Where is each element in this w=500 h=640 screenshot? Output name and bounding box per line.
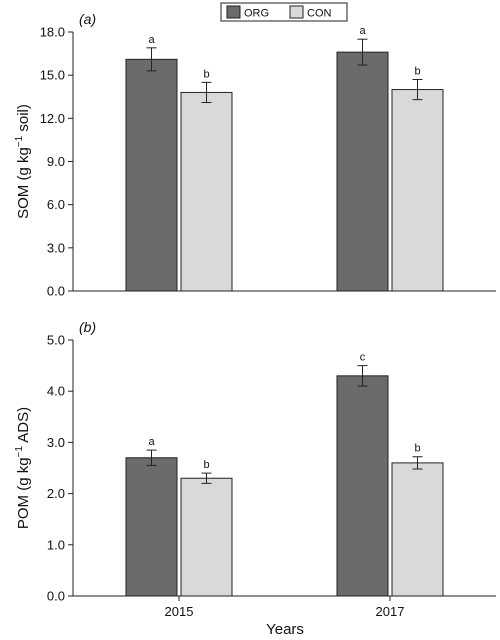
significance-label: b [414,443,420,455]
bar [125,457,178,597]
y-tick-label: 4.0 [47,384,65,399]
bar [180,477,233,597]
x-tick-label: 2015 [165,604,194,619]
significance-label: b [414,65,420,77]
y-tick-label: 3.0 [47,435,65,450]
bar [180,91,233,292]
legend: ORG CON [220,2,348,22]
legend-label-con: CON [307,8,332,20]
bar [391,462,444,597]
significance-label: a [359,25,366,37]
y-axis-title-tail: ADS) [15,407,32,446]
legend-swatch-org [226,5,241,19]
y-axis-title-superscript: −1 [14,135,25,147]
panel-b: 0.0 1.0 2.0 3.0 4.0 5.0 a c b b 2015 2017 (b) POM (g … [14,319,496,619]
x-tick-label: 2017 [376,604,405,619]
y-axis-title-superscript: −1 [14,446,25,458]
y-axis-title: POM (g kg−1 ADS) [14,407,32,529]
y-axis-title: SOM (g kg−1 soil) [14,104,32,219]
bar [125,58,178,292]
panel-label: (a) [79,11,96,27]
y-tick-label: 18.0 [40,25,65,40]
significance-label: b [203,68,209,80]
y-axis-title-main: SOM (g kg [15,147,32,219]
legend-label-org: ORG [244,8,269,20]
y-tick-label: 0.0 [47,284,65,299]
y-tick-label: 6.0 [47,197,65,212]
y-axis-title-tail: soil) [15,104,32,136]
significance-label: a [148,34,155,46]
panel-a: 0.0 3.0 6.0 9.0 12.0 15.0 18.0 a a b b (a) SOM (g kg… [14,11,496,299]
bar [336,51,389,292]
y-tick-label: 2.0 [47,486,65,501]
y-tick-label: 12.0 [40,111,65,126]
panel-label: (b) [79,319,96,335]
y-tick-label: 0.0 [47,589,65,604]
panels: 0.0 3.0 6.0 9.0 12.0 15.0 18.0 a a b b (a) SOM (g kg… [14,11,496,619]
y-tick-label: 1.0 [47,537,65,552]
significance-label: a [148,436,155,448]
significance-label: c [360,352,366,364]
legend-box [220,2,348,22]
y-tick-label: 3.0 [47,240,65,255]
significance-label: b [203,459,209,471]
legend-swatch-con [289,5,304,19]
y-tick-label: 5.0 [47,333,65,348]
bar [336,375,389,597]
x-axis-title: Years [266,621,304,638]
y-tick-label: 15.0 [40,68,65,83]
bar [391,89,444,292]
y-tick-label: 9.0 [47,154,65,169]
y-axis-title-main: POM (g kg [15,457,32,529]
